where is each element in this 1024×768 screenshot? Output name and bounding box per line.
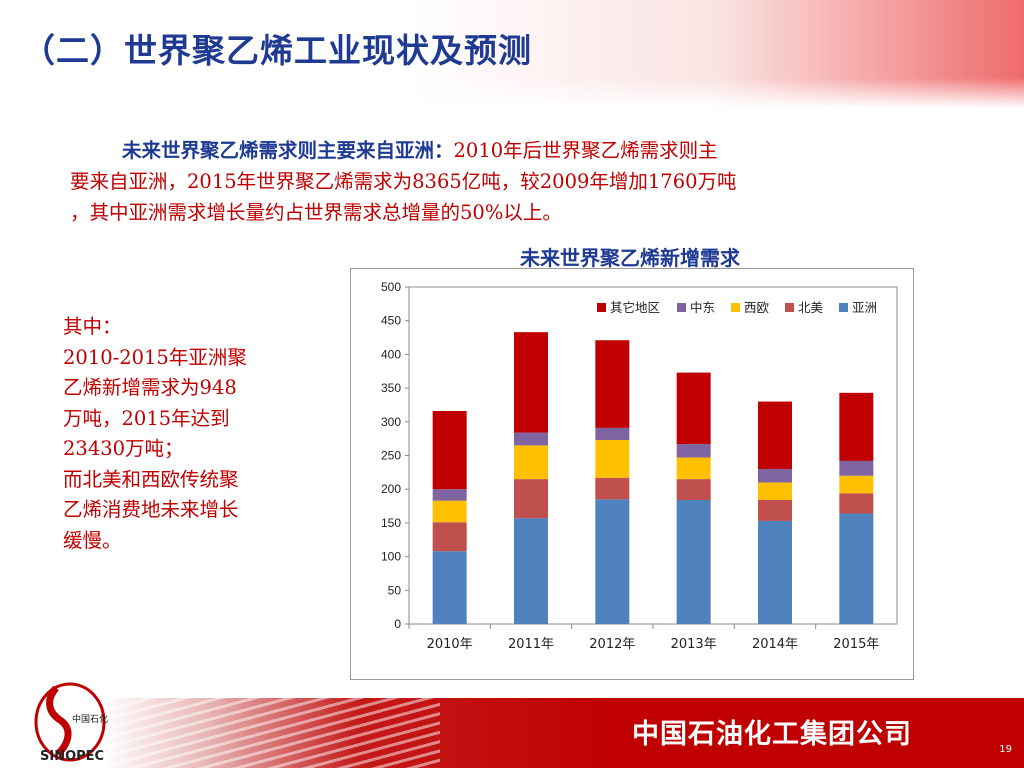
y-tick-label: 50 <box>388 583 402 597</box>
legend-label: 中东 <box>690 300 715 315</box>
legend-label: 北美 <box>798 300 823 315</box>
bar-segment <box>432 500 467 523</box>
y-tick-label: 250 <box>381 449 401 463</box>
y-tick-label: 100 <box>381 550 401 564</box>
bar-segment <box>676 457 711 480</box>
logo-word: SINOPEC <box>40 749 104 764</box>
bar-segment <box>676 444 711 458</box>
intro-line-3: ，其中亚洲需求增长量约占世界需求总增量的50%以上。 <box>70 201 562 224</box>
bar-segment <box>514 518 548 624</box>
legend-swatch <box>677 303 686 312</box>
y-tick-label: 300 <box>381 415 401 429</box>
bar-segment <box>432 489 467 501</box>
bar-segment <box>432 522 467 552</box>
bar-segment <box>676 479 711 500</box>
x-tick-label: 2013年 <box>671 637 717 652</box>
y-tick-label: 500 <box>381 280 401 294</box>
y-tick-label: 200 <box>381 482 401 496</box>
page-number: 19 <box>999 744 1012 755</box>
legend-label: 西欧 <box>744 300 770 315</box>
y-tick-label: 350 <box>381 381 401 395</box>
header-band <box>0 0 1024 108</box>
bar-segment <box>839 493 874 514</box>
y-tick-label: 400 <box>381 347 401 361</box>
x-tick-label: 2012年 <box>589 637 635 652</box>
footer-stripes <box>110 698 440 768</box>
bar-segment <box>758 499 792 521</box>
slide-title: （二）世界聚乙烯工业现状及预测 <box>22 31 532 70</box>
bar-segment <box>839 392 874 461</box>
bar-segment <box>758 401 792 469</box>
bar-segment <box>595 427 630 440</box>
bar-segment <box>758 520 792 624</box>
sinopec-logo-icon: 中国石化 SINOPEC <box>34 682 108 764</box>
legend-label: 亚洲 <box>852 300 877 315</box>
y-tick-label: 150 <box>381 516 401 530</box>
y-tick-label: 0 <box>394 617 401 631</box>
bar-segment <box>758 482 792 500</box>
legend-swatch <box>839 303 848 312</box>
side-note-line: 万吨，2015年达到 <box>63 406 230 430</box>
legend-swatch <box>785 303 794 312</box>
side-note-line: 2010-2015年亚洲聚 <box>63 345 247 369</box>
intro-line-1: 未来世界聚乙烯需求则主要来自亚洲：2010年后世界聚乙烯需求则主 <box>70 135 950 166</box>
bar-segment <box>676 499 711 624</box>
x-tick-label: 2010年 <box>427 637 473 652</box>
intro-paragraph: 未来世界聚乙烯需求则主要来自亚洲：2010年后世界聚乙烯需求则主 要来自亚洲，2… <box>70 135 950 228</box>
legend-swatch <box>731 303 740 312</box>
bar-segment <box>514 445 548 480</box>
bar-segment <box>514 479 548 519</box>
x-tick-label: 2014年 <box>752 637 798 652</box>
bar-segment <box>432 551 467 624</box>
bar-segment <box>595 499 630 624</box>
side-note-line: 乙烯消费地未来增长 <box>63 498 239 521</box>
logo-text: 中国石化 <box>72 713 108 725</box>
legend-label: 其它地区 <box>610 300 660 315</box>
x-tick-label: 2015年 <box>833 637 879 652</box>
footer-band <box>0 698 1024 768</box>
chart-heading: 未来世界聚乙烯新增需求 <box>520 246 740 270</box>
side-note-line: 乙烯新增需求为948 <box>63 376 237 399</box>
bar-segment <box>514 432 548 446</box>
bar-segment <box>514 332 548 433</box>
stacked-bar-chart: 0 50 100 150 200 250 300 350 400 450 500 2010年 2011年… <box>381 280 898 652</box>
bar-segment <box>595 439 630 478</box>
bar-segment <box>839 460 874 476</box>
intro-line-2: 要来自亚洲，2015年世界聚乙烯需求为8365亿吨，较2009年增加1760万吨 <box>70 170 737 193</box>
y-tick-label: 450 <box>381 314 401 328</box>
intro-lead: 未来世界聚乙烯需求则主要来自亚洲： <box>122 139 454 162</box>
bar-segment <box>758 468 792 483</box>
plot-area <box>408 286 898 625</box>
intro-line-1-rest: 2010年后世界聚乙烯需求则主 <box>453 139 718 162</box>
bar-segment <box>839 513 874 624</box>
bar-segment <box>676 372 711 445</box>
bar-segment <box>432 411 467 490</box>
side-note-line: 而北美和西欧传统聚 <box>63 467 239 491</box>
chart-frame: 0 50 100 150 200 250 300 350 400 450 500 2010年 2011年… <box>350 268 914 680</box>
bar-segment <box>595 340 630 428</box>
side-note-line: 23430万吨； <box>63 437 184 460</box>
side-note: 其中： 2010-2015年亚洲聚 乙烯新增需求为948 万吨，2015年达到 … <box>63 312 323 556</box>
bar-segment <box>839 475 874 494</box>
company-name: 中国石油化工集团公司 <box>632 719 912 750</box>
side-note-line: 缓慢。 <box>63 528 122 552</box>
legend-swatch <box>597 303 606 312</box>
side-note-line: 其中： <box>63 315 122 338</box>
bar-segment <box>595 477 630 500</box>
x-tick-label: 2011年 <box>508 637 554 652</box>
